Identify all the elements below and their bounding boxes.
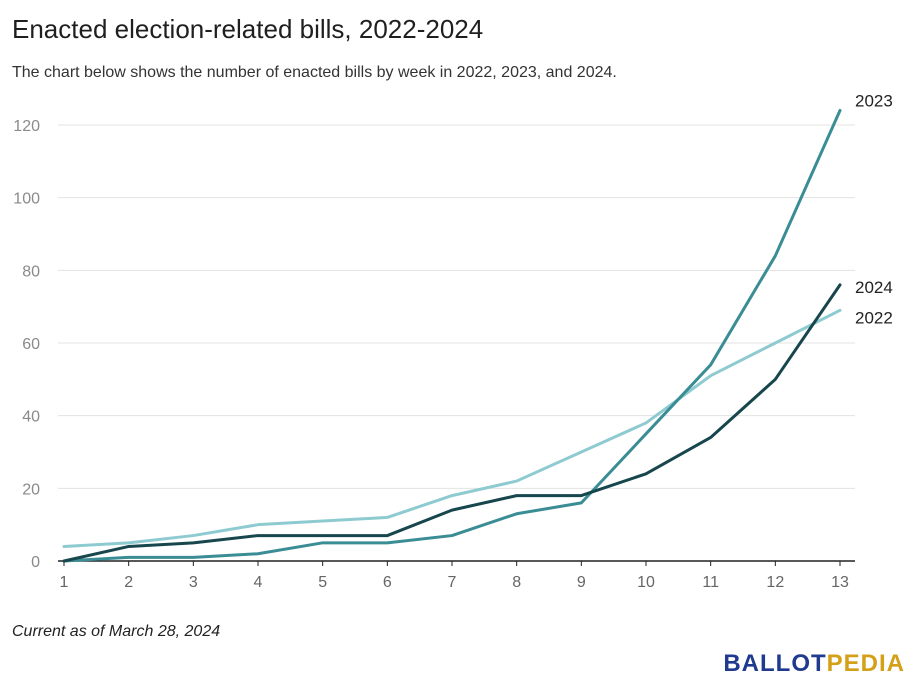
- y-tick-label-80: 80: [22, 263, 40, 280]
- x-tick-label-6: 6: [383, 574, 392, 591]
- y-tick-label-20: 20: [22, 481, 40, 498]
- y-tick-label-60: 60: [22, 336, 40, 353]
- series-end-label-2022: 2022: [855, 308, 893, 327]
- chart-subtitle: The chart below shows the number of enac…: [12, 64, 617, 81]
- x-tick-label-7: 7: [448, 574, 457, 591]
- y-tick-label-0: 0: [31, 554, 40, 571]
- x-tick-label-12: 12: [766, 574, 784, 591]
- series-line-2024: [62, 283, 842, 563]
- x-tick-label-8: 8: [512, 574, 521, 591]
- x-tick-label-5: 5: [318, 574, 327, 591]
- x-tick-label-4: 4: [254, 574, 263, 591]
- x-tick-label-2: 2: [124, 574, 133, 591]
- x-tick-label-3: 3: [189, 574, 198, 591]
- x-tick-label-9: 9: [577, 574, 586, 591]
- y-tick-label-120: 120: [13, 118, 40, 135]
- logo-part-ballot: BALLOT: [723, 650, 827, 677]
- date-note: Current as of March 28, 2024: [12, 623, 221, 640]
- x-tick-label-11: 11: [702, 574, 719, 591]
- series-line-2023: [62, 108, 842, 563]
- y-tick-label-100: 100: [13, 191, 40, 208]
- ballotpedia-logo: BALLOTPEDIA: [723, 650, 905, 678]
- series-line-2022: [62, 308, 842, 548]
- logo-part-pedia: PEDIA: [826, 650, 905, 677]
- x-tick-label-10: 10: [637, 574, 655, 591]
- series-end-label-2023: 2023: [855, 91, 893, 110]
- x-tick-label-13: 13: [831, 574, 849, 591]
- x-tick-label-1: 1: [60, 574, 69, 591]
- chart-title: Enacted election-related bills, 2022-202…: [12, 14, 484, 44]
- series-end-label-2024: 2024: [855, 278, 893, 297]
- y-tick-label-40: 40: [22, 409, 40, 426]
